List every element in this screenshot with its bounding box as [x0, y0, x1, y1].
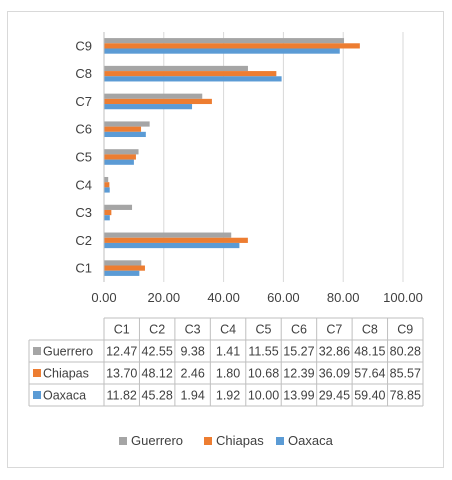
- bar-chiapas-c8: [104, 71, 277, 77]
- x-tick-label: 60.00: [267, 290, 300, 305]
- table-cell: 78.85: [390, 389, 421, 403]
- table-header-cell: C1: [114, 323, 130, 337]
- bar-oaxaca-c2: [104, 242, 240, 249]
- table-header-cell: C6: [291, 323, 307, 337]
- legend-label: Chiapas: [216, 433, 264, 448]
- bar-chiapas-c5: [104, 154, 136, 160]
- bar-guerrero-c7: [104, 93, 203, 99]
- legend-key-chiapas: [33, 369, 41, 377]
- table-header-cell: C2: [149, 323, 165, 337]
- table-cell: 12.39: [283, 367, 314, 381]
- category-label: C1: [75, 261, 92, 276]
- table-cell: 85.57: [390, 367, 421, 381]
- table-cell: 10.00: [248, 389, 279, 403]
- bar-chiapas-c7: [104, 98, 212, 105]
- category-label: C9: [75, 38, 92, 53]
- table-cell: 1.94: [180, 389, 204, 403]
- table-cell: 42.55: [142, 345, 173, 359]
- table-header-cell: C7: [326, 323, 342, 337]
- legend-swatch-guerrero: [119, 437, 127, 445]
- table-cell: 48.12: [142, 367, 173, 381]
- table-cell: 29.45: [319, 389, 350, 403]
- table-row-label: Chiapas: [43, 367, 89, 381]
- bar-guerrero-c8: [104, 65, 248, 72]
- category-label: C3: [75, 205, 92, 220]
- table-cell: 1.41: [216, 345, 240, 359]
- x-tick-label: 100.00: [383, 290, 423, 305]
- table-header-cell: C3: [185, 323, 201, 337]
- bar-oaxaca-c3: [104, 215, 110, 221]
- bar-oaxaca-c7: [104, 104, 193, 110]
- category-label: C2: [75, 233, 92, 248]
- bar-guerrero-c3: [104, 204, 133, 210]
- legend-swatch-oaxaca: [276, 437, 284, 445]
- table-cell: 57.64: [354, 367, 385, 381]
- bar-guerrero-c1: [104, 260, 142, 266]
- table-cell: 13.99: [283, 389, 314, 403]
- bar-oaxaca-c8: [104, 76, 282, 82]
- bar-oaxaca-c6: [104, 131, 146, 138]
- table-cell: 1.80: [216, 367, 240, 381]
- bar-chiapas-c9: [104, 43, 360, 49]
- x-tick-label: 80.00: [327, 290, 360, 305]
- bar-guerrero-c2: [104, 232, 232, 238]
- table-cell: 11.55: [248, 345, 278, 359]
- bar-oaxaca-c4: [104, 187, 110, 193]
- table-cell: 12.47: [106, 345, 137, 359]
- table-cell: 80.28: [390, 345, 421, 359]
- legend-label: Guerrero: [131, 433, 183, 448]
- table-cell: 15.27: [283, 345, 314, 359]
- table-cell: 13.70: [106, 367, 137, 381]
- bar-chiapas-c4: [104, 182, 110, 188]
- legend-key-oaxaca: [33, 391, 41, 399]
- x-tick-label: 20.00: [148, 290, 181, 305]
- table-row-label: Oaxaca: [43, 389, 86, 403]
- x-tick-label: 40.00: [207, 290, 240, 305]
- table-cell: 11.82: [107, 389, 137, 403]
- table-cell: 10.68: [248, 367, 279, 381]
- category-label: C5: [75, 150, 92, 165]
- table-cell: 2.46: [180, 367, 204, 381]
- table-cell: 36.09: [319, 367, 350, 381]
- table-header-cell: C4: [220, 323, 236, 337]
- table-cell: 32.86: [319, 345, 350, 359]
- table-cell: 48.15: [354, 345, 385, 359]
- bar-guerrero-c9: [104, 38, 345, 44]
- bar-chiapas-c2: [104, 237, 248, 243]
- bar-chiapas-c3: [104, 209, 112, 216]
- table-header-cell: C8: [362, 323, 378, 337]
- legend-label: Oaxaca: [288, 433, 334, 448]
- table-cell: 59.40: [354, 389, 385, 403]
- x-tick-label: 0.00: [91, 290, 116, 305]
- bar-guerrero-c6: [104, 121, 150, 127]
- table-row-label: Guerrero: [43, 345, 93, 359]
- category-label: C6: [75, 122, 92, 137]
- legend-swatch-chiapas: [204, 437, 212, 445]
- bar-oaxaca-c5: [104, 159, 134, 165]
- category-label: C4: [75, 177, 92, 192]
- table-cell: 9.38: [180, 345, 204, 359]
- bar-guerrero-c5: [104, 149, 139, 155]
- category-label: C8: [75, 66, 92, 81]
- bar-chiapas-c1: [104, 265, 145, 271]
- legend-key-guerrero: [33, 347, 41, 355]
- category-label: C7: [75, 94, 92, 109]
- table-header-cell: C5: [256, 323, 272, 337]
- bar-chiapas-c6: [104, 126, 142, 132]
- bar-oaxaca-c9: [104, 48, 340, 54]
- bar-oaxaca-c1: [104, 270, 140, 276]
- bar-guerrero-c4: [104, 176, 109, 183]
- table-cell: 45.28: [142, 389, 173, 403]
- table-header-cell: C9: [397, 323, 413, 337]
- table-cell: 1.92: [216, 389, 240, 403]
